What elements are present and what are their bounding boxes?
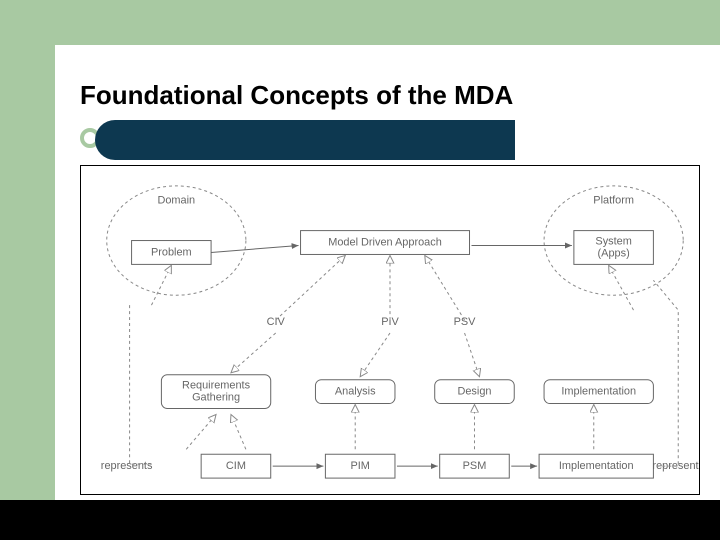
left-accent-bar: [0, 0, 55, 540]
top-accent-bar: [0, 0, 720, 45]
pim-label: PIM: [350, 460, 369, 472]
represents-line: [130, 305, 152, 464]
civ: CIV: [267, 316, 286, 328]
requirements-label: Gathering: [192, 391, 240, 403]
psv: PSV: [454, 316, 477, 328]
implementation-activity-label: Implementation: [561, 386, 636, 398]
title-underline-band: [95, 120, 515, 160]
dashed-arrow: [465, 333, 480, 377]
psm-label: PSM: [463, 460, 487, 472]
design-label: Design: [457, 386, 491, 398]
bottom-strip: [0, 500, 720, 540]
arrow: [211, 246, 298, 253]
dashed-arrow: [186, 414, 216, 449]
requirements-label: Requirements: [182, 380, 251, 392]
cim-label: CIM: [226, 460, 246, 472]
mda-diagram: Domain Platform Problem Model Driven Approa…: [80, 165, 700, 495]
problem-label: Problem: [151, 246, 192, 258]
slide-title: Foundational Concepts of the MDA: [80, 80, 513, 111]
dashed-arrow: [360, 333, 390, 377]
represents-left: represents: [101, 460, 153, 472]
dashed-arrow: [276, 255, 346, 320]
implementation-artifact-label: Implementation: [559, 460, 634, 472]
platform-ellipse-label: Platform: [593, 195, 634, 207]
dashed-arrow: [609, 265, 634, 310]
dashed-arrow: [231, 414, 246, 449]
dashed-arrow: [231, 333, 276, 373]
system-label: System: [595, 235, 631, 247]
domain-ellipse-label: Domain: [157, 195, 195, 207]
diagram-svg: Domain Platform Problem Model Driven Approa…: [81, 166, 699, 494]
dashed-arrow: [151, 265, 171, 305]
represents-line: [653, 280, 678, 466]
mda-label: Model Driven Approach: [328, 236, 442, 248]
analysis-label: Analysis: [335, 386, 376, 398]
system-label: (Apps): [598, 247, 630, 259]
dashed-arrow: [425, 255, 465, 320]
